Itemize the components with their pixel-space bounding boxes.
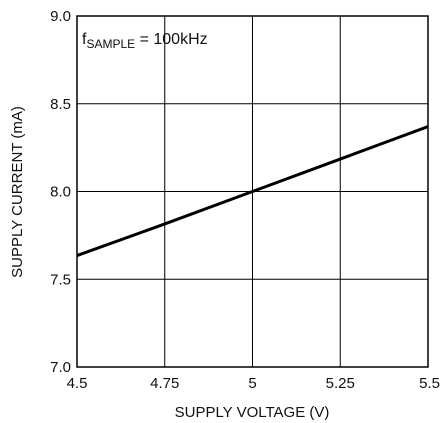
x-tick-label: 5.25 — [326, 375, 355, 392]
y-tick-labels: 7.0 7.5 8.0 8.5 9.0 — [50, 8, 71, 376]
x-tick-labels: 4.5 4.75 5 5.25 5.5 — [67, 375, 440, 392]
x-tick-label: 5 — [248, 375, 256, 392]
x-tick-label: 4.5 — [67, 375, 88, 392]
y-tick-label: 7.0 — [50, 359, 71, 376]
x-tick-label: 4.75 — [150, 375, 179, 392]
annotation-subscript: SAMPLE — [86, 37, 135, 51]
sample-frequency-annotation: fSAMPLE = 100kHz — [82, 31, 208, 51]
y-tick-label: 7.5 — [50, 271, 71, 288]
series-layer — [76, 125, 429, 257]
supply-current-line — [76, 125, 429, 257]
annotation-suffix: = 100kHz — [135, 31, 207, 48]
y-axis-title: SUPPLY CURRENT (mA) — [9, 106, 26, 278]
annotation-prefix: f — [82, 31, 87, 48]
y-tick-label: 8.5 — [50, 96, 71, 113]
y-tick-label: 9.0 — [50, 8, 71, 25]
x-axis-title: SUPPLY VOLTAGE (V) — [175, 404, 330, 421]
x-tick-label: 5.5 — [419, 375, 440, 392]
plot-frame — [76, 15, 429, 368]
y-tick-label: 8.0 — [50, 184, 71, 201]
